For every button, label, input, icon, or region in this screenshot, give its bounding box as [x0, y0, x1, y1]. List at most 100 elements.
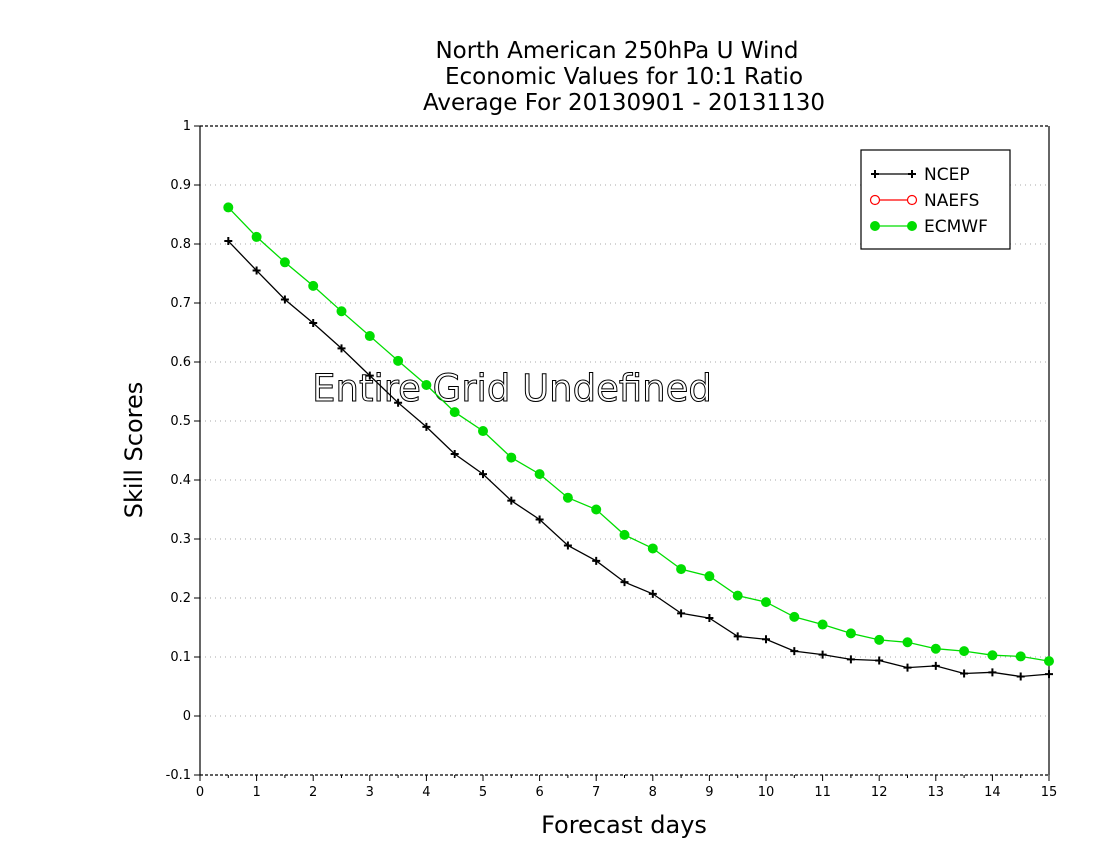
y-tick-label: 0.2 [170, 591, 191, 606]
series-ecmwf-point [1044, 656, 1054, 667]
legend-ecmwf-marker [870, 221, 880, 231]
series-ncep-point [903, 663, 912, 672]
series-ecmwf-point [251, 231, 262, 242]
series-ecmwf-point [421, 380, 432, 391]
y-tick-label: 1 [183, 119, 191, 134]
x-tick-label: 5 [479, 785, 487, 800]
x-tick-label: 10 [758, 785, 775, 800]
legend-ncep-marker [871, 170, 879, 178]
x-tick-label: 9 [705, 785, 713, 800]
series-ncep-point [960, 669, 969, 678]
series-ecmwf-point [789, 611, 800, 622]
series-ncep-point [677, 609, 686, 618]
series-ecmwf-point [336, 306, 347, 317]
series-lines [223, 202, 1054, 681]
y-tick-label: 0.1 [170, 650, 191, 665]
series-ecmwf-point [845, 628, 856, 639]
series-ncep [224, 237, 1053, 681]
x-tick-label: 8 [649, 785, 657, 800]
legend-ecmwf-label: ECMWF [924, 217, 988, 237]
series-ecmwf-point [959, 646, 970, 657]
series-ncep-point [988, 668, 997, 677]
series-ecmwf-point [562, 492, 573, 503]
legend-naefs-label: NAEFS [924, 191, 979, 211]
series-ecmwf-point [1015, 651, 1026, 662]
series-ncep-point [394, 398, 403, 407]
series-ncep-point [507, 496, 516, 505]
legend-naefs-marker [906, 194, 918, 206]
series-ncep-point [818, 650, 827, 659]
series-ecmwf-point [732, 590, 743, 601]
series-ncep-point [648, 589, 657, 598]
x-tick-label: 13 [928, 785, 945, 800]
series-ecmwf-point [902, 637, 913, 648]
series-ecmwf-point [676, 564, 687, 575]
series-ecmwf-point [506, 452, 517, 463]
series-ecmwf-point [223, 202, 234, 213]
series-ecmwf-point [279, 257, 290, 268]
series-ncep-point [450, 450, 459, 459]
series-ecmwf-point [478, 426, 488, 437]
series-ncep-point [1045, 670, 1053, 679]
series-ncep-point [563, 541, 572, 550]
series-ncep-point [280, 295, 289, 304]
series-ecmwf-point [647, 543, 658, 554]
series-ecmwf [223, 202, 1054, 667]
series-ecmwf-point [874, 634, 885, 645]
series-ecmwf-point [534, 469, 545, 480]
series-ncep-point [620, 578, 629, 587]
legend-naefs-marker [869, 194, 881, 206]
series-ncep-point [733, 632, 742, 641]
series-ncep-point [705, 614, 714, 623]
series-ecmwf-point [364, 331, 375, 342]
x-tick-label: 11 [814, 785, 831, 800]
y-tick-label: 0.9 [170, 178, 191, 193]
series-ecmwf-point [930, 643, 941, 654]
x-tick-label: 6 [535, 785, 543, 800]
series-ncep-point [592, 556, 601, 565]
x-tick-label: 3 [366, 785, 374, 800]
x-tick-label: 4 [422, 785, 430, 800]
axes: -0.100.10.20.30.40.50.60.70.80.910 1 2 3 4 5 6… [166, 119, 1058, 800]
chart-title-line-3: Average For 20130901 - 20131130 [423, 90, 825, 116]
x-tick-label: 14 [984, 785, 1001, 800]
series-ecmwf-point [761, 597, 771, 608]
y-axis-title: Skill Scores [120, 382, 148, 519]
x-tick-label: 15 [1041, 785, 1058, 800]
series-ncep-point [931, 661, 940, 670]
legend-ecmwf-marker [907, 221, 917, 231]
y-tick-label: 0.7 [170, 296, 191, 311]
series-ecmwf-point [987, 650, 998, 661]
series-ecmwf-point [449, 407, 460, 418]
series-ecmwf-point [308, 280, 319, 291]
series-ncep-point [365, 371, 374, 380]
legend-ncep-marker [908, 170, 916, 178]
series-ncep-point [762, 635, 770, 644]
y-tick-label: 0.4 [170, 473, 191, 488]
series-ncep-point [252, 266, 261, 275]
series-ncep-point [535, 515, 544, 524]
series-ecmwf-point [817, 619, 828, 630]
x-tick-label: 2 [309, 785, 317, 800]
legend: NCEP NAEFS ECMWF [860, 149, 1011, 250]
series-ncep-point [309, 319, 318, 328]
undefined-grid-annotation: Entire Grid Undefined [312, 367, 712, 410]
x-tick-label: 7 [592, 785, 600, 800]
chart-title-line-2: Economic Values for 10:1 Ratio [445, 64, 803, 90]
y-tick-label: 0.6 [170, 355, 191, 370]
gridlines [200, 184, 1049, 717]
series-ncep-line [227, 240, 1050, 678]
x-axis-title: Forecast days [541, 811, 707, 839]
x-tick-label: 1 [252, 785, 260, 800]
series-ncep-point [422, 422, 431, 431]
series-ncep-point [846, 655, 855, 664]
series-ncep-point [790, 647, 799, 656]
series-ncep-point [1016, 672, 1025, 681]
series-ecmwf-point [591, 504, 602, 515]
series-ecmwf-point [393, 355, 404, 366]
series-ncep-point [875, 656, 884, 665]
series-ncep-point [337, 344, 346, 353]
y-tick-label: 0.8 [170, 237, 191, 252]
chart-title-line-1: North American 250hPa U Wind [435, 38, 798, 64]
